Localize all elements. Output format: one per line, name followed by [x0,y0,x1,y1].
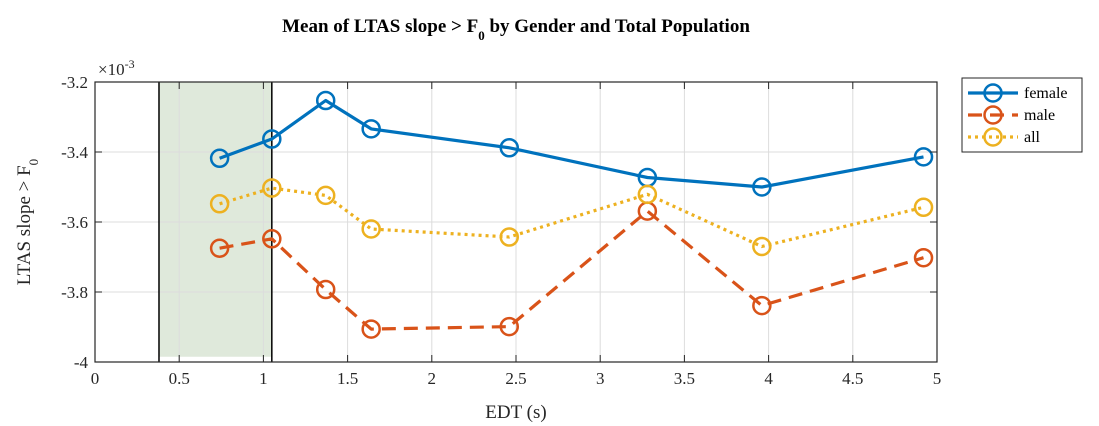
x-tick-label: 3.5 [674,369,695,388]
legend-label-female: female [1024,85,1068,102]
data-point-female [913,147,934,167]
data-point-all [913,197,934,218]
data-point-male [752,295,772,316]
y-tick-label: -4 [74,353,89,372]
legend-label-male: male [1024,107,1055,124]
x-tick-label: 4.5 [842,369,863,388]
x-tick-label: 5 [933,369,942,388]
y-axis-label: LTAS slope > F0 [14,159,41,285]
x-tick-label: 1 [259,369,268,388]
data-point-all [637,184,658,205]
legend-marker-female [983,83,1003,103]
legend-label-all: all [1024,129,1041,146]
data-point-male [499,316,520,337]
chart-title: Mean of LTAS slope > F0 by Gender and To… [282,16,750,43]
x-tick-label: 2.5 [505,369,526,388]
x-tick-label: 0 [91,369,100,388]
data-point-female [262,129,282,149]
data-point-male [262,229,282,249]
x-tick-label: 3 [596,369,605,388]
series-line-male [219,209,924,331]
legend-marker-male [983,105,1003,125]
legend-marker-all [983,127,1003,147]
data-point-female [315,90,336,111]
data-point-male [209,238,230,258]
data-point-male [361,319,381,339]
x-tick-label: 2 [428,369,437,388]
legend: female male all [961,77,1083,153]
data-point-male [913,247,934,268]
y-tick-label: -3.8 [61,283,88,302]
x-tick-label: 1.5 [337,369,358,388]
data-point-all [315,185,336,206]
y-tick-label: -3.2 [61,73,88,92]
data-point-female [499,138,520,158]
data-point-all [752,236,772,257]
plot-area: 0 0.5 1 1.5 2 2.5 3 3.5 4 4.5 5 -4 -3.8 -3.6 -3.4 -3.2 [61,73,941,388]
x-axis-label: EDT (s) [485,402,546,423]
data-point-female [752,177,772,197]
shaded-region [158,82,272,357]
x-tick-label: 4 [764,369,773,388]
series-line-female [219,98,924,189]
data-point-all [262,178,282,198]
data-point-all [361,219,381,239]
data-point-all [209,194,230,214]
data-point-female [209,148,230,169]
y-tick-label: -3.4 [61,143,88,162]
data-point-female [361,119,381,139]
y-tick-label: -3.6 [61,213,88,232]
x-tick-label: 0.5 [169,369,190,388]
data-point-all [499,227,520,247]
data-point-male [315,279,336,300]
y-axis-exponent: ×10-3 [98,57,135,79]
